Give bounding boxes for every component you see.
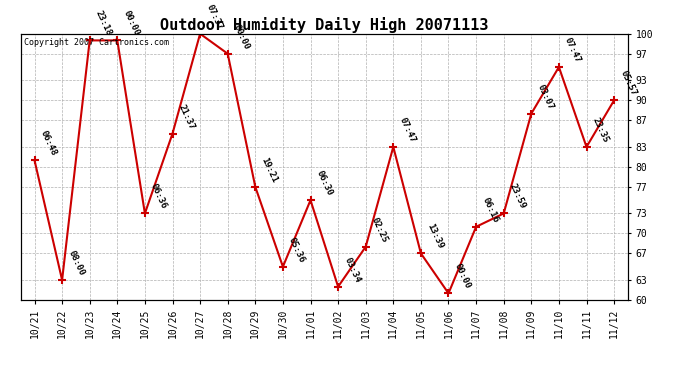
Text: 06:36: 06:36 [149, 183, 168, 211]
Text: 07:37: 07:37 [204, 3, 224, 31]
Text: 21:37: 21:37 [177, 103, 196, 131]
Text: 23:59: 23:59 [508, 183, 527, 211]
Text: 02:25: 02:25 [370, 216, 389, 244]
Text: 23:18: 23:18 [94, 9, 113, 38]
Text: 08:00: 08:00 [66, 249, 86, 277]
Text: 07:47: 07:47 [397, 116, 417, 144]
Text: 19:21: 19:21 [259, 156, 279, 184]
Text: 05:57: 05:57 [618, 69, 638, 98]
Text: 07:47: 07:47 [563, 36, 582, 64]
Title: Outdoor Humidity Daily High 20071113: Outdoor Humidity Daily High 20071113 [160, 16, 489, 33]
Text: 13:39: 13:39 [425, 222, 444, 251]
Text: 00:00: 00:00 [453, 262, 472, 291]
Text: 00:00: 00:00 [232, 23, 251, 51]
Text: 06:30: 06:30 [315, 169, 334, 197]
Text: 05:36: 05:36 [287, 236, 306, 264]
Text: 06:48: 06:48 [39, 129, 58, 158]
Text: 23:35: 23:35 [591, 116, 610, 144]
Text: 03:07: 03:07 [535, 82, 555, 111]
Text: 00:00: 00:00 [121, 9, 141, 38]
Text: 03:34: 03:34 [342, 256, 362, 284]
Text: Copyright 2007 Cartronics.com: Copyright 2007 Cartronics.com [23, 38, 169, 47]
Text: 06:16: 06:16 [480, 196, 500, 224]
